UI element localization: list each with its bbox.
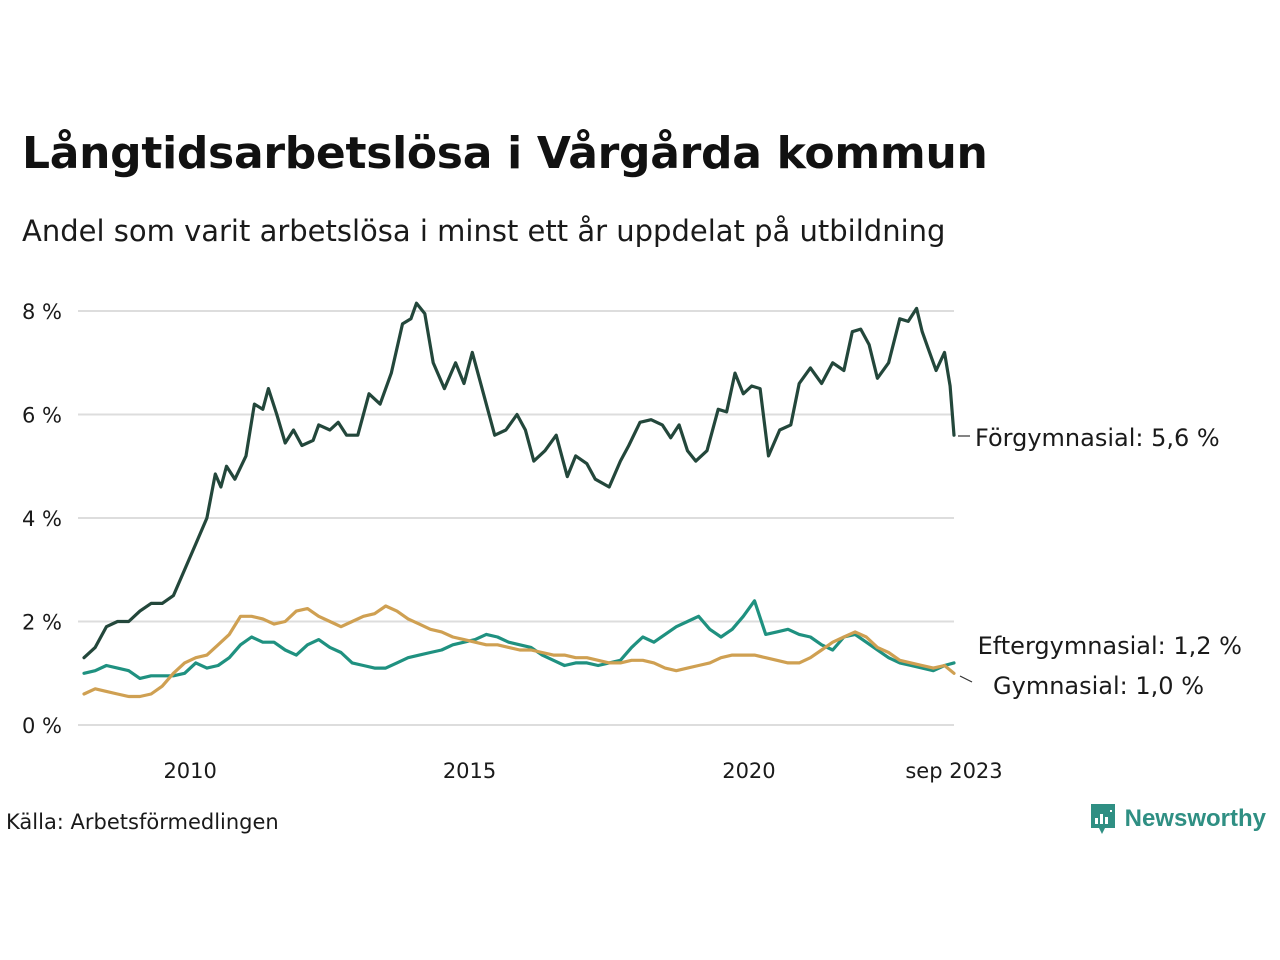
end-label-gymnasial: Gymnasial: 1,0 %: [993, 672, 1204, 700]
end-label-leader: [959, 675, 973, 683]
y-axis-ticks: 0 % 2 % 4 % 6 % 8 %: [22, 300, 62, 738]
y-tick-label: 8 %: [22, 300, 62, 324]
x-tick-label: sep 2023: [905, 759, 1002, 783]
brand-logo[interactable]: Newsworthy: [1089, 802, 1266, 836]
newsworthy-logo-icon: [1090, 804, 1115, 834]
end-label-förgymnasial: Förgymnasial: 5,6 %: [975, 424, 1220, 452]
x-tick-label: 2010: [163, 759, 216, 783]
series-lines: [82, 301, 956, 699]
y-tick-label: 2 %: [22, 611, 62, 635]
series-line-gymnasial: [82, 604, 956, 699]
brand-name: Newsworthy: [1124, 805, 1266, 832]
series-line-eftergymnasial: [82, 599, 956, 680]
x-axis-ticks: 2010 2015 2020 sep 2023: [163, 759, 1002, 783]
x-tick-label: 2020: [722, 759, 775, 783]
series-line-förgymnasial: [82, 301, 956, 660]
source-note: Källa: Arbetsförmedlingen: [6, 810, 279, 834]
chart-title: Långtidsarbetslösa i Vårgårda kommun: [22, 128, 988, 179]
grid-lines: [78, 310, 954, 726]
y-tick-label: 4 %: [22, 507, 62, 531]
chart-subtitle: Andel som varit arbetslösa i minst ett å…: [22, 214, 946, 248]
end-labels: Förgymnasial: 5,6 % Eftergymnasial: 1,2 %…: [958, 424, 1242, 700]
y-tick-label: 0 %: [22, 714, 62, 738]
x-tick-label: 2015: [443, 759, 496, 783]
y-tick-label: 6 %: [22, 404, 62, 428]
end-label-eftergymnasial: Eftergymnasial: 1,2 %: [978, 632, 1242, 660]
